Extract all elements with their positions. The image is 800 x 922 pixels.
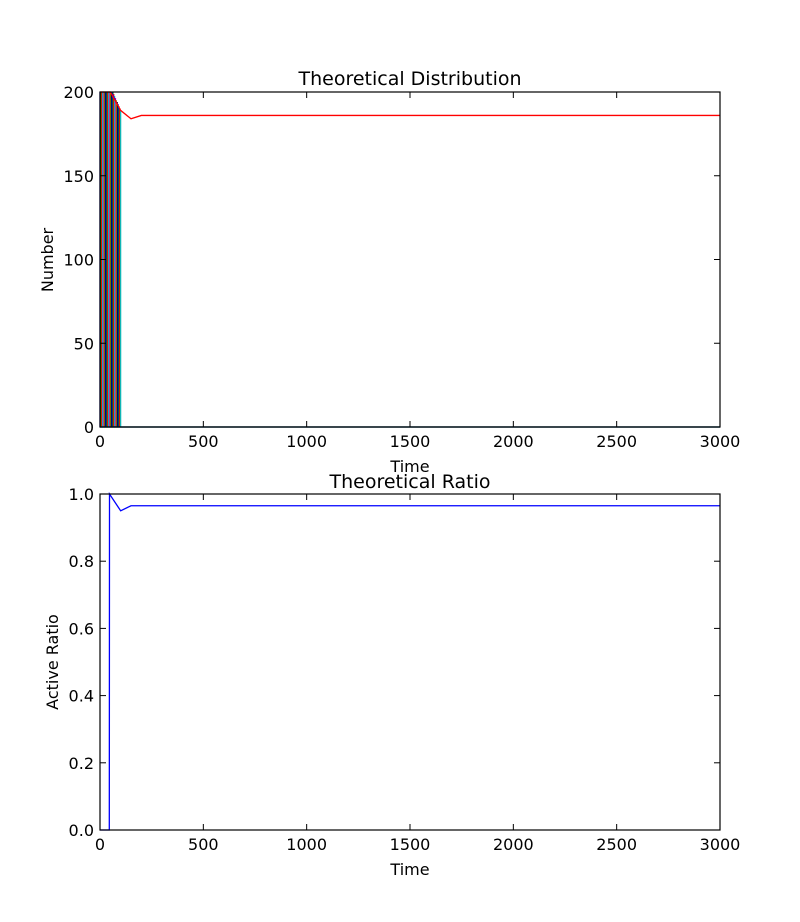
x-tick-label: 1500 xyxy=(390,835,431,854)
x-tick-label: 2500 xyxy=(596,432,637,451)
plot-area xyxy=(100,494,720,830)
x-tick-label: 0 xyxy=(95,432,105,451)
x-tick-label: 2000 xyxy=(493,432,534,451)
x-tick-label: 2500 xyxy=(596,835,637,854)
y-tick-label: 200 xyxy=(63,83,94,102)
ratio-chart: Theoretical Ratio Time Active Ratio 0 500… xyxy=(43,471,740,879)
y-tick-label: 100 xyxy=(63,251,94,270)
y-tick-label: 1.0 xyxy=(69,485,94,504)
x-axis-label: Time xyxy=(389,860,429,879)
y-tick-label: 0.2 xyxy=(69,754,94,773)
x-axis-label: Time xyxy=(389,457,429,476)
x-tick-label: 1000 xyxy=(286,835,327,854)
y-tick-label: 0.6 xyxy=(69,619,94,638)
y-tick-label: 0.8 xyxy=(69,552,94,571)
y-tick-label: 0.0 xyxy=(69,821,94,840)
y-tick-label: 150 xyxy=(63,167,94,186)
x-tick-label: 2000 xyxy=(493,835,534,854)
x-tick-label: 1000 xyxy=(286,432,327,451)
y-tick-label: 0 xyxy=(84,418,94,437)
x-tick-label: 500 xyxy=(188,835,219,854)
distribution-chart: Theoretical Distribution Time Number 0 50… xyxy=(38,68,740,476)
x-tick-label: 3000 xyxy=(700,432,741,451)
y-axis-label: Active Ratio xyxy=(43,614,62,710)
y-axis-label: Number xyxy=(38,227,57,292)
x-tick-label: 500 xyxy=(188,432,219,451)
y-tick-label: 50 xyxy=(74,334,94,353)
chart-title: Theoretical Distribution xyxy=(297,68,521,90)
x-tick-label: 0 xyxy=(95,835,105,854)
chart-title: Theoretical Ratio xyxy=(329,471,491,493)
plot-area xyxy=(100,92,720,427)
x-tick-label: 1500 xyxy=(390,432,431,451)
y-tick-label: 0.4 xyxy=(69,687,94,706)
x-tick-label: 3000 xyxy=(700,835,741,854)
